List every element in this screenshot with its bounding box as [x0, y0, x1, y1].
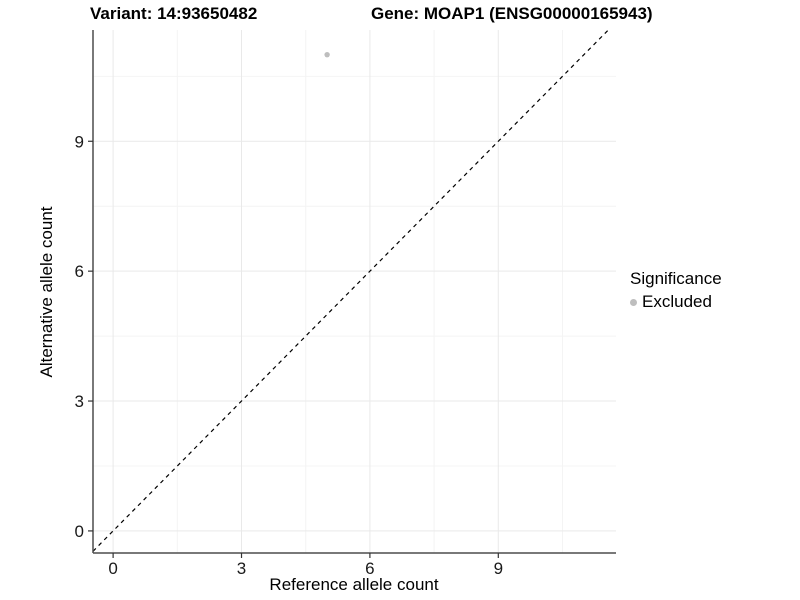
data-point [324, 51, 330, 58]
y-axis-title: Alternative allele count [37, 206, 56, 378]
y-tick-label: 0 [75, 522, 84, 541]
y-tick-label: 9 [75, 132, 84, 151]
x-tick-label: 6 [365, 559, 374, 578]
legend-item-excluded: Excluded [630, 292, 722, 312]
x-axis-title: Reference allele count [269, 575, 439, 594]
y-tick-label: 3 [75, 392, 84, 411]
x-tick-label: 0 [108, 559, 117, 578]
excluded-point-icon [630, 298, 637, 306]
identity-dashed-line [92, 29, 609, 552]
x-tick-label: 9 [494, 559, 503, 578]
gene-title: Gene: MOAP1 (ENSG00000165943) [371, 4, 653, 23]
variant-title: Variant: 14:93650482 [90, 4, 258, 23]
legend-item-label: Excluded [642, 292, 712, 311]
y-tick-label: 6 [75, 262, 84, 281]
legend-title: Significance [630, 269, 722, 288]
legend: Significance Excluded [630, 269, 722, 312]
x-tick-label: 3 [237, 559, 246, 578]
